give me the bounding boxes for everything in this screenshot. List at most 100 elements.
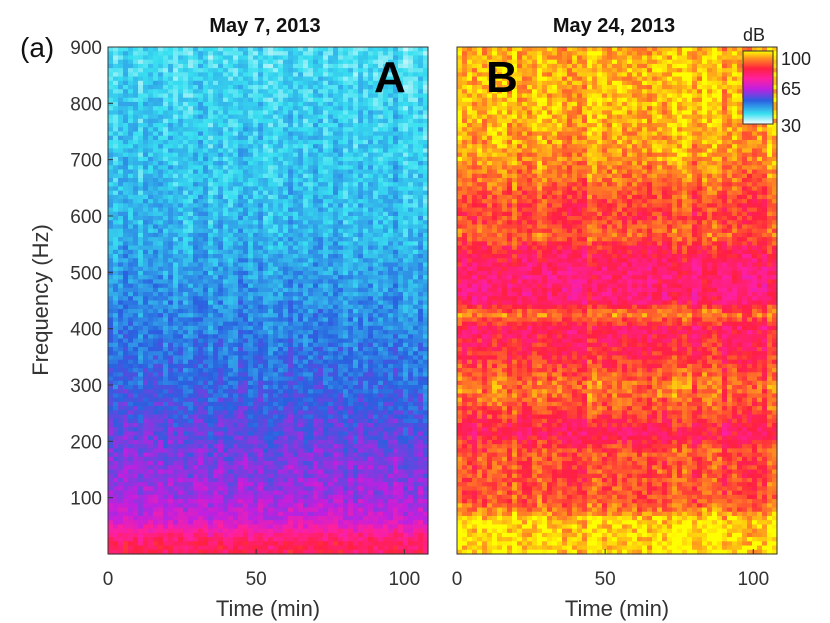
- heatmap-cell: [173, 249, 179, 255]
- heatmap-cell: [218, 363, 224, 369]
- heatmap-cell: [383, 190, 389, 196]
- heatmap-cell: [298, 304, 304, 310]
- heatmap-cell: [228, 321, 234, 327]
- heatmap-cell: [238, 89, 244, 95]
- heatmap-cell: [253, 169, 259, 175]
- heatmap-cell: [113, 72, 119, 78]
- heatmap-cell: [138, 152, 144, 158]
- heatmap-cell: [348, 63, 354, 69]
- heatmap-cell: [378, 363, 384, 369]
- heatmap-cell: [193, 148, 199, 154]
- heatmap-cell: [123, 173, 129, 179]
- heatmap-cell: [318, 144, 324, 149]
- heatmap-cell: [133, 334, 139, 340]
- heatmap-cell: [128, 47, 134, 52]
- heatmap-cell: [363, 292, 369, 297]
- heatmap-cell: [323, 135, 329, 141]
- heatmap-cell: [338, 300, 344, 306]
- heatmap-cell: [303, 89, 309, 95]
- heatmap-cell: [268, 199, 274, 204]
- heatmap-cell: [333, 135, 339, 141]
- heatmap-cell: [423, 68, 429, 73]
- heatmap-cell: [368, 135, 374, 141]
- heatmap-cell: [138, 330, 144, 335]
- heatmap-cell: [323, 237, 329, 242]
- heatmap-cell: [273, 275, 279, 280]
- heatmap-cell: [298, 135, 304, 141]
- heatmap-cell: [418, 211, 424, 217]
- heatmap-cell: [303, 304, 309, 310]
- heatmap-cell: [123, 241, 129, 247]
- heatmap-cell: [298, 368, 304, 373]
- heatmap-cell: [243, 72, 249, 78]
- heatmap-cell: [333, 228, 339, 234]
- heatmap-cell: [283, 232, 289, 238]
- heatmap-cell: [113, 283, 119, 289]
- heatmap-cell: [148, 346, 154, 352]
- heatmap-cell: [113, 127, 119, 133]
- heatmap-cell: [403, 123, 409, 128]
- heatmap-cell: [183, 351, 189, 357]
- heatmap-cell: [398, 232, 404, 238]
- heatmap-cell: [373, 228, 379, 234]
- heatmap-cell: [273, 114, 279, 120]
- heatmap-cell: [313, 279, 319, 285]
- heatmap-cell: [243, 262, 249, 268]
- heatmap-cell: [348, 186, 354, 192]
- heatmap-cell: [133, 135, 139, 141]
- heatmap-cell: [253, 182, 259, 188]
- heatmap-cell: [423, 76, 429, 82]
- heatmap-cell: [168, 139, 174, 145]
- heatmap-cell: [413, 173, 419, 179]
- heatmap-cell: [343, 97, 349, 103]
- heatmap-cell: [378, 110, 384, 116]
- heatmap-cell: [128, 203, 134, 209]
- heatmap-cell: [273, 321, 279, 327]
- heatmap-cell: [318, 169, 324, 175]
- heatmap-cell: [378, 228, 384, 234]
- heatmap-cell: [193, 249, 199, 255]
- heatmap-cell: [313, 232, 319, 238]
- heatmap-cell: [418, 228, 424, 234]
- heatmap-cell: [258, 72, 264, 78]
- heatmap-cell: [113, 68, 119, 73]
- heatmap-cell: [383, 194, 389, 200]
- heatmap-cell: [243, 287, 249, 293]
- heatmap-cell: [243, 55, 249, 61]
- heatmap-cell: [318, 359, 324, 365]
- heatmap-cell: [138, 156, 144, 162]
- heatmap-cell: [373, 76, 379, 82]
- heatmap-cell: [168, 89, 174, 95]
- heatmap-cell: [278, 232, 284, 238]
- heatmap-cell: [178, 152, 184, 158]
- heatmap-cell: [213, 338, 219, 344]
- heatmap-cell: [288, 152, 294, 158]
- heatmap-cell: [313, 118, 319, 124]
- heatmap-cell: [218, 254, 224, 259]
- heatmap-cell: [158, 85, 164, 90]
- heatmap-cell: [223, 245, 229, 251]
- heatmap-cell: [228, 89, 234, 95]
- heatmap-cell: [193, 156, 199, 162]
- heatmap-cell: [183, 173, 189, 179]
- heatmap-cell: [398, 317, 404, 323]
- heatmap-cell: [343, 342, 349, 348]
- heatmap-cell: [168, 190, 174, 196]
- heatmap-cell: [363, 237, 369, 242]
- heatmap-cell: [268, 51, 274, 57]
- heatmap-cell: [333, 68, 339, 73]
- heatmap-cell: [393, 182, 399, 188]
- heatmap-cell: [148, 127, 154, 133]
- heatmap-cell: [203, 161, 209, 166]
- heatmap-cell: [363, 63, 369, 69]
- heatmap-cell: [128, 106, 134, 111]
- heatmap-cell: [288, 211, 294, 217]
- heatmap-cell: [273, 80, 279, 86]
- heatmap-cell: [293, 359, 299, 365]
- heatmap-cell: [113, 330, 119, 335]
- heatmap-cell: [378, 368, 384, 373]
- heatmap-cell: [423, 262, 429, 268]
- heatmap-cell: [293, 287, 299, 293]
- heatmap-cell: [408, 279, 414, 285]
- heatmap-cell: [353, 186, 359, 192]
